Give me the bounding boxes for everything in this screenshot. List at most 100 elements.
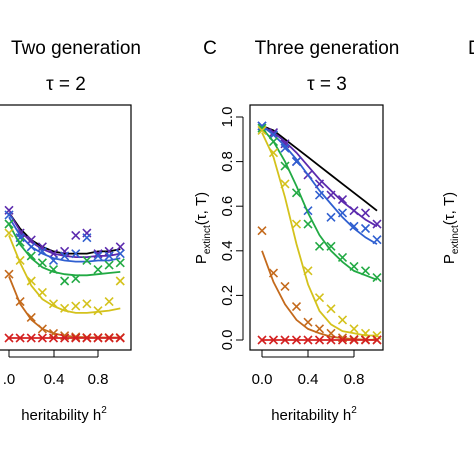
panel-c-series-3-point-9-stroke-b: [360, 266, 371, 276]
panel-b-series-4-point-3-stroke-b: [37, 287, 47, 297]
panel-b-series-2-point-0: [4, 210, 14, 220]
panel-b-series-3-point-10-stroke-b: [115, 258, 125, 268]
panel-c-series-5-line: [261, 250, 378, 341]
panel-c-data-marks: [257, 121, 382, 345]
panel-c-series-6-point-8-stroke-b: [349, 335, 359, 345]
panel-c-series-3-point-1-stroke-b: [268, 136, 279, 147]
panel-d-letter: D: [468, 38, 474, 59]
panel-b-series-4-point-6: [71, 301, 81, 311]
panel-c-series-4-point-4: [303, 266, 313, 276]
panel-b-series-2-point-4: [48, 255, 59, 266]
panel-c-series-3-point-8-stroke-b: [349, 261, 359, 271]
panel-b-series-1-point-2-stroke-b: [26, 235, 36, 245]
panel-c-series-4-line: [261, 132, 377, 337]
panel-c-series-5-point-6-stroke-b: [326, 328, 336, 338]
panel-b-series-5-line: [8, 276, 121, 339]
panel-c-series-4-point-3: [291, 219, 302, 229]
panel-c-series-3-line: [261, 127, 378, 281]
panel-b-series-1-point-8-stroke-b: [93, 249, 103, 259]
panel-b-series-2-point-5-stroke-b: [60, 251, 70, 261]
panel-b-series-3-point-2: [26, 251, 36, 261]
panel-b-series-3-point-5: [60, 276, 70, 286]
panel-c-series-2-line: [261, 125, 378, 245]
panel-b-series-4-point-1-stroke-b: [15, 255, 25, 266]
panel-c-series-1-point-7-stroke-b: [337, 194, 348, 205]
panel-c-series-1-point-6-stroke-b: [326, 190, 336, 200]
panel-c-series-5-point-0: [257, 226, 267, 236]
panel-c-series-3-point-1: [268, 136, 279, 147]
panel-c-series-5-point-6: [326, 328, 336, 338]
panel-c-series-2-point-2-stroke-b: [280, 143, 290, 153]
panel-c-series-2-point-6: [326, 212, 336, 222]
panel-c-series-2-point-9-stroke-b: [360, 223, 371, 234]
panel-c-series-6-point-8: [349, 335, 359, 345]
panel-c-series-4-point-0: [257, 125, 267, 135]
panel-c-ytick-label-2: 0.4: [219, 240, 236, 261]
panel-b-xlabel-text: heritability h: [21, 407, 101, 424]
panel-c-series-4-point-8: [349, 324, 359, 334]
panel-c-series-4-point-5-stroke-b: [314, 293, 325, 303]
panel-c-series-4-point-1: [268, 148, 279, 158]
panel-c-series-0-line: [261, 125, 378, 212]
panel-c-series-4-point-7: [337, 315, 348, 325]
panel-b-series-5-point-2-stroke-b: [26, 312, 36, 323]
panel-c-ylabel-sub: extinct: [202, 225, 213, 254]
panel-c-series-5-point-4: [303, 317, 313, 327]
panel-c-series-5-point-5: [314, 324, 325, 334]
panel-b-series-6-point-10-stroke-b: [115, 333, 125, 343]
panel-c-series-2-point-2: [280, 143, 290, 153]
panel-b-series-5-point-1: [15, 296, 25, 307]
panel-b-series-3-point-4: [48, 265, 59, 275]
panel-two-generation: Two generation τ = 2 .0 0.4 0.8 heritabi…: [0, 38, 141, 424]
panel-c-y-axis-label: Pextinct(τ, T): [193, 192, 213, 264]
panel-b-series-6-point-6-stroke-b: [71, 333, 81, 343]
panel-c-series-4-point-2: [280, 179, 290, 189]
panel-b-series-1-point-10-stroke-b: [115, 242, 125, 252]
panel-c-series-1-point-9: [360, 208, 371, 218]
panel-b-series-6-point-0-stroke-b: [4, 333, 14, 343]
panel-b-series-6-point-9: [104, 333, 114, 343]
panel-b-series-4-point-2: [26, 276, 36, 286]
panel-c-series-1-point-10: [372, 219, 382, 229]
panel-b-series-6-point-2: [26, 333, 36, 343]
panel-b-series-1-point-8: [93, 249, 103, 259]
panel-c-series-2-point-8: [349, 221, 359, 231]
panel-b-series-3-point-9-stroke-b: [104, 260, 114, 270]
panel-b-series-2-point-3: [37, 246, 47, 256]
panel-b-series-3-point-7-stroke-b: [82, 255, 92, 266]
panel-b-series-3-point-1: [15, 237, 25, 247]
panel-c-series-2-point-8-stroke-b: [349, 221, 359, 231]
panel-b-x-axis-label: heritability h2: [21, 405, 107, 424]
panel-c-series-6-point-6-stroke-b: [326, 335, 336, 345]
panel-b-series-2-point-10: [115, 249, 125, 259]
panel-b-series-5-point-1-stroke-b: [15, 296, 25, 307]
panel-b-series-4-point-7-stroke-b: [82, 299, 92, 309]
panel-c-series-5-point-1: [268, 268, 279, 278]
panel-b-series-6-point-2-stroke-b: [26, 333, 36, 343]
panel-c-series-4-point-2-stroke-b: [280, 179, 290, 189]
panel-c-series-1-point-6: [326, 190, 336, 200]
panel-b-series-6-point-3-stroke-b: [37, 333, 47, 343]
panel-c-series-5-point-1-stroke-b: [268, 268, 279, 278]
panel-b-series-0-line: [8, 212, 121, 255]
panel-b-series-3-point-2-stroke-b: [26, 251, 36, 261]
panel-c-series-2-point-6-stroke-b: [326, 212, 336, 222]
panel-c-series-4-point-5: [314, 293, 325, 303]
panel-b-series-5-point-3: [37, 324, 47, 334]
panel-b-series-1-point-2: [26, 235, 36, 245]
panel-b-data-marks: [4, 205, 125, 343]
panel-b-series-2-point-7-stroke-b: [82, 233, 92, 243]
panel-c-series-4-point-4-stroke-b: [303, 266, 313, 276]
panel-b-series-4-point-9: [104, 296, 114, 307]
panel-c-ylabel-p: P: [193, 254, 210, 264]
panel-d-ylabel-p: P: [441, 254, 458, 264]
panel-b-series-5-point-6-stroke-b: [71, 332, 81, 342]
panel-c-x-axis-label: heritability h2: [271, 405, 357, 424]
panel-c-series-3-point-7-stroke-b: [337, 252, 348, 263]
panel-c-subtitle: τ = 3: [307, 74, 347, 95]
panel-c-xtick-label-2: 0.8: [344, 371, 365, 388]
panel-c-series-2-point-10: [372, 235, 382, 245]
panel-b-xtick-label-0: .0: [3, 371, 16, 388]
panel-b-series-3-point-9: [104, 260, 114, 270]
panel-c-series-6-point-10-stroke-b: [372, 335, 382, 345]
